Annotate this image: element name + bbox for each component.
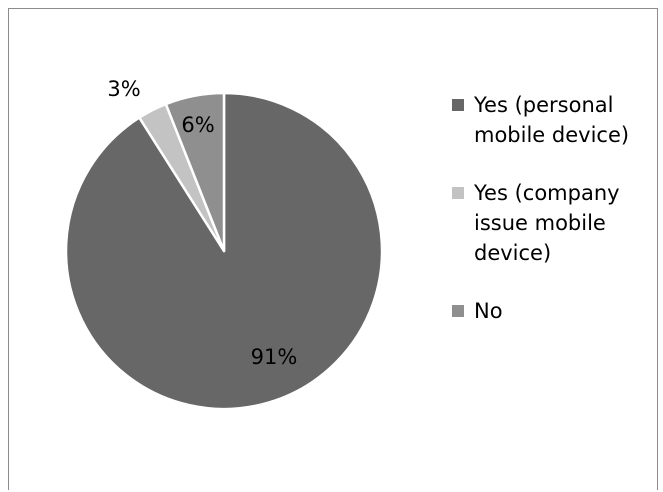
legend: Yes (personal mobile device) Yes (compan… (452, 90, 652, 354)
legend-swatch-company (452, 187, 464, 199)
legend-item-personal: Yes (personal mobile device) (452, 90, 652, 150)
data-label-no: 6% (181, 113, 214, 137)
legend-label-no: No (474, 299, 503, 323)
pie-slices (64, 91, 384, 411)
legend-label-personal: Yes (personal mobile device) (474, 93, 630, 147)
pie-slice-no (164, 91, 226, 253)
legend-label-company: Yes (company issue mobile device) (474, 181, 620, 265)
data-label-company: 3% (107, 77, 140, 101)
legend-item-company: Yes (company issue mobile device) (452, 178, 652, 268)
data-label-personal: 91% (251, 345, 298, 369)
pie-data-labels: 91% 3% 6% (107, 77, 297, 369)
legend-item-no: No (452, 296, 652, 326)
legend-swatch-personal (452, 99, 464, 111)
legend-swatch-no (452, 305, 464, 317)
